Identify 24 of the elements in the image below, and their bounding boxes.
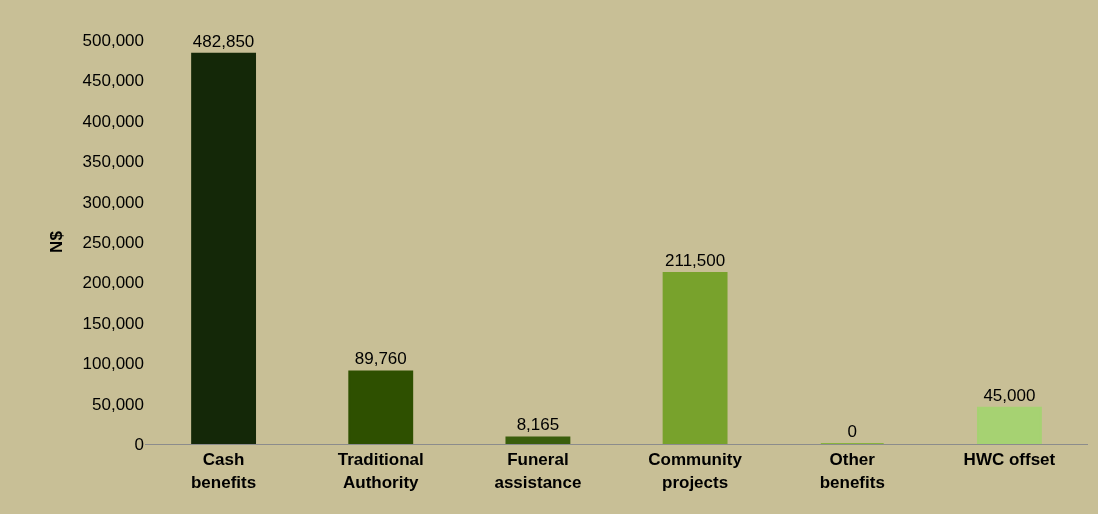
y-tick-label: 100,000 xyxy=(82,354,144,374)
data-label: 89,760 xyxy=(354,349,407,369)
y-tick-label: 200,000 xyxy=(82,273,144,293)
y-tick-label: 300,000 xyxy=(82,192,144,212)
x-tick-label: Funeral assistance xyxy=(494,450,582,492)
y-tick-label: 500,000 xyxy=(82,30,144,50)
data-label: 8,165 xyxy=(516,415,560,435)
data-label: 482,850 xyxy=(192,31,255,51)
x-tick-label: Community projects xyxy=(648,450,743,492)
y-axis-title: N$ xyxy=(47,230,67,253)
x-tick-label: Traditional Authority xyxy=(337,450,424,492)
y-tick-label: 350,000 xyxy=(82,152,144,172)
data-label: 45,000 xyxy=(983,385,1036,405)
y-tick-label: 450,000 xyxy=(82,71,144,91)
y-tick-label: 50,000 xyxy=(92,394,144,414)
x-tick-label: Cash benefits xyxy=(190,450,257,492)
data-label: 0 xyxy=(847,422,857,441)
y-tick-label: 250,000 xyxy=(82,232,144,252)
data-label: 211,500 xyxy=(664,251,726,271)
y-tick-label: 400,000 xyxy=(82,111,144,131)
x-tick-label: Other benefits xyxy=(819,450,885,492)
x-tick-label: HWC offset xyxy=(963,450,1056,470)
y-tick-label: 0 xyxy=(134,434,144,454)
y-tick-label: 150,000 xyxy=(82,313,144,333)
